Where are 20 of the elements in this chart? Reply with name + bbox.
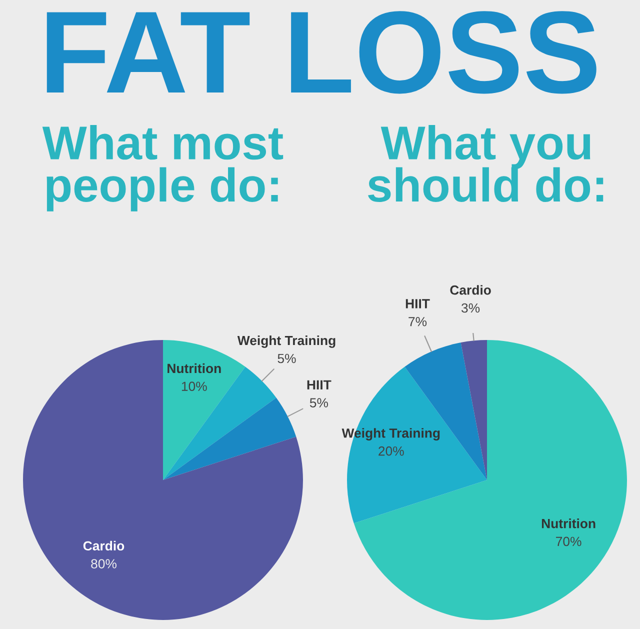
chart-title: FAT LOSS bbox=[46, 11, 596, 94]
slice-label: Cardio bbox=[83, 540, 124, 551]
slice-label: Cardio bbox=[450, 285, 491, 295]
slice-label: Nutrition bbox=[542, 518, 596, 528]
slice-label: HIIT bbox=[307, 380, 332, 390]
data-label: 5% bbox=[278, 354, 296, 364]
pie-slice bbox=[460, 340, 487, 480]
data-label: 80% bbox=[91, 559, 116, 568]
data-label: 5% bbox=[310, 398, 328, 408]
data-label: 3% bbox=[462, 303, 480, 313]
data-label: 20% bbox=[378, 446, 404, 456]
data-label: 7% bbox=[408, 317, 427, 326]
pie-slice bbox=[163, 398, 296, 480]
chart-subtitle: What you should do: bbox=[368, 125, 604, 202]
slice-label: Weight Training bbox=[237, 336, 336, 348]
data-label: 10% bbox=[182, 382, 207, 392]
chart-subtitle: What most people do: bbox=[42, 125, 284, 212]
slice-label: HIIT bbox=[406, 299, 430, 308]
data-label: 70% bbox=[556, 536, 582, 546]
slice-label: Nutrition bbox=[168, 363, 221, 374]
